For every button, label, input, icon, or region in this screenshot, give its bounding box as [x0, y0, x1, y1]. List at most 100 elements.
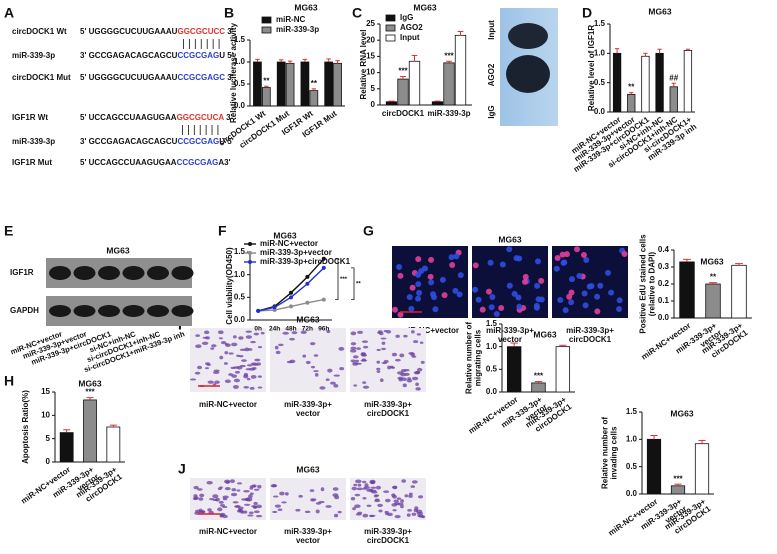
cell: [228, 352, 234, 355]
cell: [393, 499, 399, 503]
cell: [395, 358, 401, 362]
y-axis-label: Apoptosis Ratio(%): [21, 390, 30, 464]
cell: [364, 483, 369, 487]
image-title: MG63: [498, 234, 521, 244]
cell: [282, 331, 289, 335]
cell: [337, 510, 342, 514]
y-tick-label: 1.5: [626, 407, 638, 416]
sequence-segment: U 5': [219, 137, 233, 146]
bar: [285, 62, 295, 107]
y-tick-label: 1.0: [234, 270, 246, 279]
sequence-segment: 3': [225, 73, 234, 82]
y-axis-label: Relative level of IGF1R: [587, 25, 596, 111]
cell: [197, 365, 203, 370]
legend-label: miR-NC+vector: [260, 239, 318, 248]
cell: [521, 278, 528, 285]
y-tick-label: 0: [46, 457, 51, 466]
cell: [245, 499, 253, 502]
cell: [413, 508, 419, 513]
x-tick-label: 48h: [285, 326, 296, 333]
cell: [370, 480, 376, 485]
chart-title: MG63: [273, 230, 296, 240]
cell: [401, 479, 406, 483]
blot-band: [147, 305, 169, 317]
cell: [249, 386, 255, 390]
cell: [353, 384, 358, 387]
y-tick-label: 1.5: [486, 319, 498, 328]
y-tick-label: 1.0: [626, 434, 638, 443]
cell: [310, 499, 316, 502]
cell: [289, 359, 296, 364]
cell: [534, 282, 541, 289]
cell: [586, 283, 593, 290]
image-caption: miR-339-3p+ vector: [284, 400, 332, 418]
bar: [641, 55, 650, 113]
cell: [260, 331, 265, 335]
cell: [354, 493, 361, 497]
bar: [627, 94, 636, 113]
cell: [333, 374, 341, 377]
cell: [257, 375, 262, 378]
legend-marker: [248, 242, 252, 246]
cell: [352, 355, 359, 359]
cell: [270, 484, 277, 488]
significance-label: ##: [669, 73, 678, 82]
cell: [616, 297, 623, 304]
cell: [243, 385, 250, 389]
cell: [402, 377, 407, 381]
cell: [404, 372, 410, 377]
bar: [261, 87, 271, 107]
bar: [646, 438, 662, 495]
cell: [402, 383, 407, 388]
cell: [217, 330, 224, 335]
cell: [553, 265, 560, 272]
marker: [321, 297, 326, 302]
cell: [219, 355, 224, 360]
cell: [380, 337, 387, 340]
bar: [670, 485, 686, 495]
cell: [453, 253, 460, 260]
cell: [419, 341, 424, 344]
bar: [669, 86, 678, 113]
marker: [256, 308, 261, 313]
cell: [400, 499, 404, 503]
bar: [443, 62, 455, 106]
cell: [456, 291, 463, 298]
legend-label: IgG: [400, 13, 413, 22]
cell: [241, 359, 247, 363]
cell: [243, 374, 249, 379]
x-tick-label: 24h: [269, 326, 280, 333]
x-tick-label: 96h: [318, 326, 329, 333]
significance-label: **: [311, 79, 318, 88]
cell: [362, 385, 370, 389]
blot-label: IgG: [487, 105, 496, 118]
cell: [457, 272, 464, 279]
cell: [281, 501, 287, 504]
cell: [194, 509, 201, 513]
cell: [228, 373, 234, 376]
cell: [350, 346, 357, 350]
cell: [232, 385, 239, 389]
cell: [580, 252, 587, 259]
cell: [488, 304, 495, 311]
image-caption: miR-339-3p+ circDOCK1: [364, 527, 412, 545]
cell: [230, 492, 238, 497]
legend-marker: [248, 260, 252, 264]
y-tick-label: 15: [366, 52, 375, 61]
sequence-segment: CCGCGAGC: [177, 73, 225, 82]
cell: [406, 513, 411, 517]
cell: [411, 480, 418, 484]
bar: [253, 61, 262, 107]
cell: [376, 360, 381, 364]
cell: [218, 500, 224, 504]
blot-row-label: GAPDH: [10, 306, 39, 315]
cell: [218, 337, 223, 340]
cell: [403, 334, 408, 338]
cell: [245, 330, 253, 333]
blot-band: [73, 305, 96, 317]
cell: [384, 498, 391, 503]
cell: [239, 348, 246, 351]
marker: [289, 295, 293, 300]
cell: [253, 332, 260, 336]
marker: [272, 305, 277, 310]
